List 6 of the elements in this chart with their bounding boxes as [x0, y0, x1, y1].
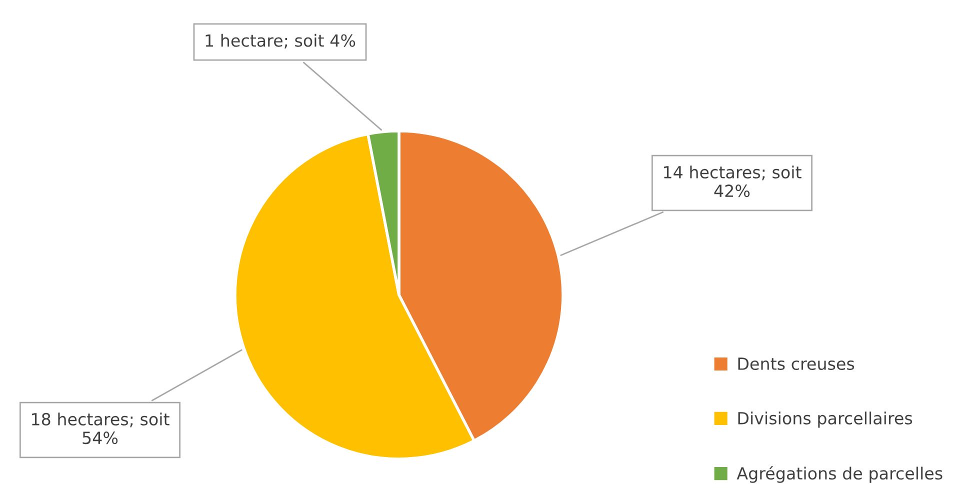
legend-label: Divisions parcellaires — [738, 412, 912, 428]
legend-label: Dents creuses — [738, 358, 854, 370]
data-label: 1 hectare; soit 4% — [206, 34, 356, 49]
legend-label: Agrégations de parcelles — [736, 466, 942, 483]
data-label: 14 hectares; soit 42% — [664, 166, 802, 198]
data-label: 18 hectares; soit 54% — [32, 412, 170, 444]
